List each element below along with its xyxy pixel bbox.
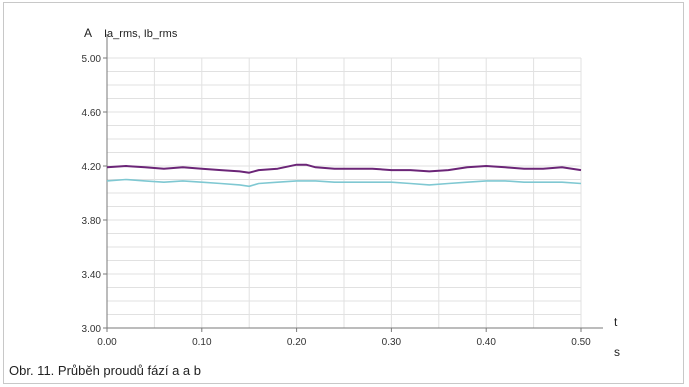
- y-tick-label: 3.40: [82, 270, 102, 281]
- y-tick-label: 5.00: [82, 54, 102, 65]
- y-tick-label: 4.60: [82, 108, 102, 119]
- y-unit-label: A: [84, 26, 92, 40]
- x-axis-label: t: [614, 315, 618, 329]
- x-tick-label: 0.00: [97, 337, 117, 348]
- x-tick-label: 0.10: [192, 337, 212, 348]
- x-unit-label: s: [614, 345, 620, 359]
- grid: [107, 57, 582, 328]
- chart-title: Ia_rms, Ib_rms: [104, 28, 178, 40]
- x-tick-label: 0.40: [476, 337, 496, 348]
- x-tick-label: 0.30: [382, 337, 402, 348]
- x-tick-label: 0.50: [571, 337, 591, 348]
- y-tick-label: 3.00: [82, 324, 102, 335]
- y-tick-label: 3.80: [82, 216, 102, 227]
- series-lines: [106, 163, 582, 188]
- axes: [103, 34, 603, 332]
- y-tick-label: 4.20: [82, 162, 102, 173]
- x-tick-label: 0.20: [287, 337, 307, 348]
- series-line-1: [106, 163, 582, 174]
- series-line-2: [106, 178, 582, 188]
- figure-caption: Obr. 11. Průběh proudů fází a a b: [9, 363, 201, 378]
- tick-labels: 3.00 3.40 3.80 4.20 4.60 5.00 0.00 0.10 0.20 0.30…: [82, 54, 592, 348]
